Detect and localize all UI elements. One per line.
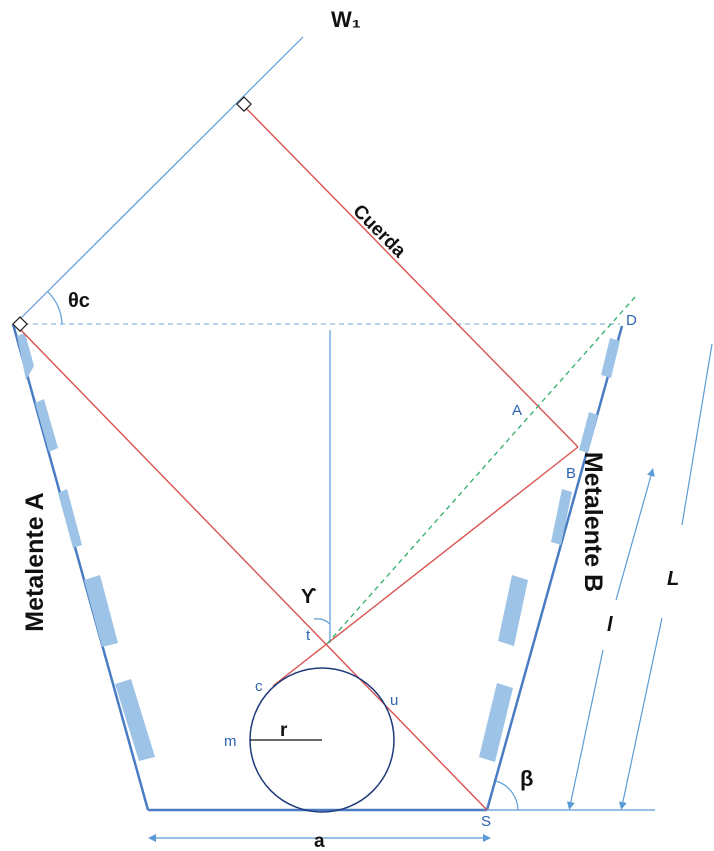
label-point-m: m [224,733,237,750]
ray-b-to-c [272,446,579,687]
metalente-a-edge [11,323,150,811]
metalente-a-segment [17,333,34,380]
label-point-a: A [512,402,522,419]
metalente-a-segment [58,489,82,548]
label-point-c: c [255,678,263,695]
metalente-b-segment [601,338,620,378]
label-point-s: S [481,813,491,830]
label-dim-a: a [314,831,325,851]
metalente-b-segment [498,575,528,646]
metalente-a-segment [35,399,58,452]
label-cuerda: Cuerda [348,201,409,262]
label-point-t: t [306,627,311,644]
label-radius-r: r [280,720,288,741]
theta-c-arc [47,291,63,325]
gamma-arc [313,618,331,625]
label-metalente-a: Metalente A [21,492,49,631]
label-theta-c: θc [68,290,90,312]
dimension-l-arrow-lower [566,649,604,810]
label-beta: β [520,766,533,791]
w1-line [14,36,304,325]
metalente-b-segment [551,489,572,545]
cuerda-line [240,102,579,448]
metalente-b-segment [579,412,598,453]
metalente-b-edge [485,325,624,811]
right-angle-marker-top [236,96,252,112]
metalente-a-segment [115,679,155,761]
label-metalente-b: Metalente B [579,452,607,592]
label-dim-l-big: L [667,568,679,590]
dimension-l-arrow-upper [615,468,655,601]
label-gamma: ϒ [301,586,317,608]
metalente-b-segment [479,683,513,762]
label-point-d: D [626,312,637,329]
metalente-b-segments [479,338,620,762]
beta-arc [495,780,519,811]
label-point-b: B [566,465,576,482]
metalente-a-segments [17,333,155,761]
label-dim-l-small: l [607,614,613,636]
green-dashed-line [325,296,636,646]
label-point-u: u [390,692,398,709]
label-w1: W₁ [331,7,361,32]
ray-corner-to-s [14,323,488,811]
metalente-a-segment [84,575,118,647]
dimension-big-l-arrow-lower [618,617,663,810]
right-angle-marker-corner [12,316,28,332]
dimension-big-l-arrow-upper [681,343,713,526]
